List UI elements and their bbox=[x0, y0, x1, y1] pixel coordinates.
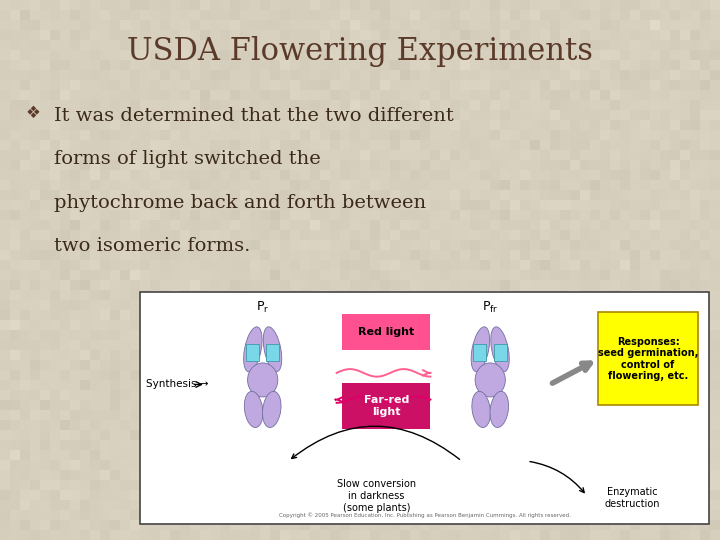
Text: Responses:
seed germination,
control of
flowering, etc.: Responses: seed germination, control of … bbox=[598, 336, 698, 381]
Text: phytochrome back and forth between: phytochrome back and forth between bbox=[54, 193, 426, 212]
FancyBboxPatch shape bbox=[342, 383, 431, 429]
Ellipse shape bbox=[475, 363, 505, 397]
FancyBboxPatch shape bbox=[342, 314, 431, 350]
Text: two isomeric forms.: two isomeric forms. bbox=[54, 237, 251, 255]
Ellipse shape bbox=[248, 363, 278, 397]
Text: Red light: Red light bbox=[359, 327, 415, 336]
Text: Enzymatic
destruction: Enzymatic destruction bbox=[605, 488, 660, 509]
Text: $\mathregular{P_r}$: $\mathregular{P_r}$ bbox=[256, 300, 269, 315]
Text: $\mathregular{P_{fr}}$: $\mathregular{P_{fr}}$ bbox=[482, 300, 498, 315]
FancyBboxPatch shape bbox=[494, 343, 507, 361]
Text: Copyright © 2005 Pearson Education, Inc. Publishing as Pearson Benjamin Cummings: Copyright © 2005 Pearson Education, Inc.… bbox=[279, 512, 571, 518]
Ellipse shape bbox=[491, 327, 509, 372]
Text: Far-red
light: Far-red light bbox=[364, 395, 409, 417]
FancyBboxPatch shape bbox=[140, 292, 709, 524]
Ellipse shape bbox=[472, 392, 490, 428]
FancyBboxPatch shape bbox=[473, 343, 486, 361]
FancyBboxPatch shape bbox=[598, 313, 698, 406]
Text: Synthesis →: Synthesis → bbox=[146, 380, 209, 389]
Ellipse shape bbox=[243, 327, 262, 372]
Ellipse shape bbox=[244, 392, 263, 428]
Text: USDA Flowering Experiments: USDA Flowering Experiments bbox=[127, 36, 593, 67]
Ellipse shape bbox=[264, 327, 282, 372]
Ellipse shape bbox=[490, 392, 508, 428]
Text: Slow conversion
in darkness
(some plants): Slow conversion in darkness (some plants… bbox=[337, 480, 416, 512]
Text: forms of light switched the: forms of light switched the bbox=[54, 150, 320, 168]
FancyBboxPatch shape bbox=[246, 343, 258, 361]
Ellipse shape bbox=[263, 392, 281, 428]
FancyArrowPatch shape bbox=[530, 462, 584, 492]
FancyBboxPatch shape bbox=[266, 343, 279, 361]
Text: It was determined that the two different: It was determined that the two different bbox=[54, 107, 454, 125]
FancyArrowPatch shape bbox=[292, 426, 459, 460]
Ellipse shape bbox=[471, 327, 490, 372]
Text: ❖: ❖ bbox=[25, 104, 40, 123]
